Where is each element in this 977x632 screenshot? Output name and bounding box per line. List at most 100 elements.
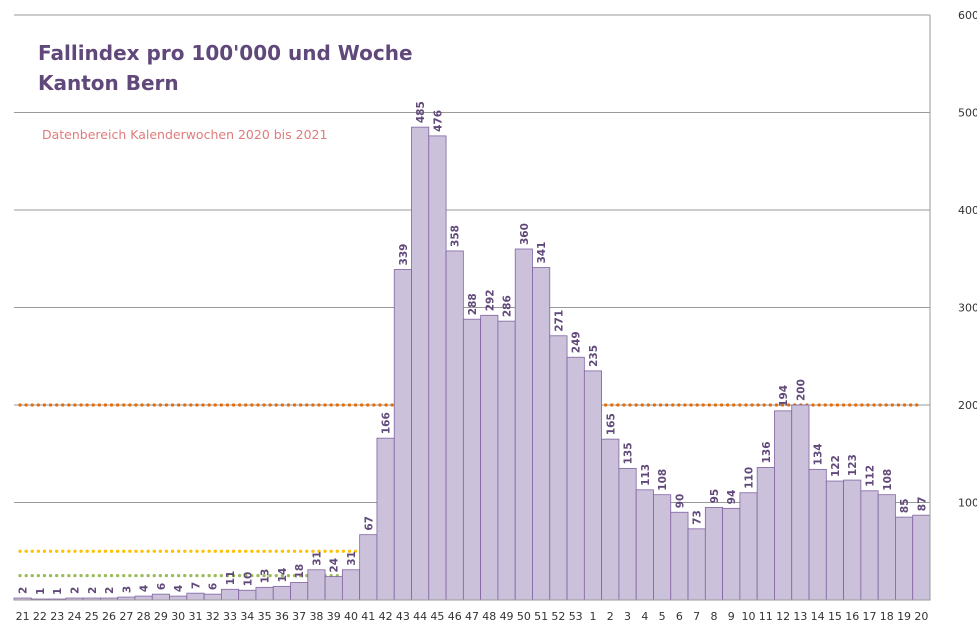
data-label: 1 <box>52 588 64 595</box>
chart-title-line2: Kanton Bern <box>38 71 179 95</box>
data-label: 90 <box>674 494 686 509</box>
x-tick-label: 14 <box>811 610 825 623</box>
x-tick-label: 51 <box>534 610 548 623</box>
bar-week-10 <box>739 492 758 601</box>
x-tick-label: 5 <box>659 610 666 623</box>
x-tick-label: 19 <box>897 610 911 623</box>
data-label: 2 <box>69 587 81 594</box>
data-label: 235 <box>588 345 600 367</box>
data-label: 2 <box>18 587 30 594</box>
data-label: 13 <box>260 569 272 584</box>
bar-week-49 <box>497 320 516 601</box>
bar-week-28 <box>134 595 153 601</box>
x-tick-label: 18 <box>880 610 894 623</box>
x-tick-label: 6 <box>676 610 683 623</box>
bar-week-32 <box>203 593 222 601</box>
x-tick-label: 11 <box>759 610 773 623</box>
data-label: 10 <box>242 572 254 587</box>
data-label: 110 <box>744 467 756 489</box>
bar-week-42 <box>376 437 395 601</box>
bar-week-11 <box>756 466 775 601</box>
bar-week-30 <box>169 595 188 601</box>
bar-week-12 <box>774 410 793 601</box>
x-tick-label: 53 <box>569 610 583 623</box>
x-tick-label: 3 <box>624 610 631 623</box>
x-tick-label: 10 <box>742 610 756 623</box>
data-label: 136 <box>761 441 773 463</box>
bar-week-46 <box>445 250 464 601</box>
data-label: 360 <box>519 223 531 245</box>
data-label: 485 <box>415 101 427 123</box>
y-axis: 100 200 300 400 500 600 <box>929 9 977 600</box>
data-label: 6 <box>156 583 168 590</box>
data-label: 95 <box>709 489 721 504</box>
x-tick-label: 8 <box>710 610 717 623</box>
x-tick-label: 47 <box>465 610 479 623</box>
data-label: 2 <box>104 587 116 594</box>
bar-week-44 <box>411 126 430 601</box>
data-label: 288 <box>467 293 479 315</box>
x-tick-label: 39 <box>327 610 341 623</box>
x-tick-label: 4 <box>641 610 648 623</box>
data-label: 123 <box>847 454 859 476</box>
bar-week-39 <box>324 576 343 601</box>
x-tick-label: 2 <box>607 610 614 623</box>
bar-week-9 <box>722 507 741 601</box>
y-tick-label: 200 <box>958 399 977 412</box>
x-tick-label: 35 <box>258 610 272 623</box>
x-tick-label: 37 <box>292 610 306 623</box>
bar-week-14 <box>808 468 827 601</box>
bar-week-2 <box>601 438 620 601</box>
data-label: 286 <box>502 295 514 317</box>
x-tick-label: 25 <box>85 610 99 623</box>
x-tick-label: 13 <box>793 610 807 623</box>
x-tick-label: 41 <box>361 610 375 623</box>
data-label: 292 <box>484 289 496 311</box>
bar-week-50 <box>514 248 533 601</box>
x-axis: 21 22 23 24 25 26 27 28 29 30 31 32 33 34 35 36 37 38 39 40… <box>14 599 930 623</box>
x-tick-label: 17 <box>863 610 877 623</box>
x-tick-label: 49 <box>500 610 514 623</box>
bar-week-43 <box>393 269 412 601</box>
chart-subtitle: Datenbereich Kalenderwochen 2020 bis 202… <box>42 127 328 142</box>
bar-week-38 <box>307 569 326 601</box>
x-tick-label: 28 <box>137 610 151 623</box>
bar-week-31 <box>186 592 205 601</box>
bar-week-3 <box>618 467 637 601</box>
x-tick-label: 16 <box>845 610 859 623</box>
data-label: 194 <box>778 385 790 407</box>
x-tick-label: 40 <box>344 610 358 623</box>
data-label: 108 <box>657 469 669 491</box>
x-tick-label: 43 <box>396 610 410 623</box>
y-tick-label: 100 <box>958 497 977 510</box>
bar-week-34 <box>238 589 257 601</box>
data-label: 134 <box>813 443 825 465</box>
x-tick-label: 24 <box>67 610 81 623</box>
x-tick-label: 50 <box>517 610 531 623</box>
data-label: 476 <box>432 110 444 132</box>
data-label: 31 <box>311 551 323 566</box>
data-label: 87 <box>916 497 928 512</box>
data-label: 18 <box>294 564 306 579</box>
data-label: 24 <box>329 558 341 573</box>
data-label: 4 <box>173 585 185 592</box>
bar-week-8 <box>704 506 724 601</box>
x-tick-label: 33 <box>223 610 237 623</box>
x-tick-label: 26 <box>102 610 116 623</box>
x-tick-label: 20 <box>914 610 928 623</box>
data-label: 108 <box>882 469 894 491</box>
bar-week-18 <box>877 494 896 601</box>
x-tick-label: 7 <box>693 610 700 623</box>
bar-week-37 <box>290 582 309 601</box>
bar-week-15 <box>825 480 844 601</box>
data-label: 14 <box>277 568 289 583</box>
data-label: 67 <box>363 516 375 531</box>
data-label: 165 <box>605 413 617 435</box>
x-tick-label: 48 <box>482 610 496 623</box>
bar-week-4 <box>635 489 654 601</box>
bar-week-36 <box>272 585 291 601</box>
x-tick-label: 23 <box>50 610 64 623</box>
bar-week-51 <box>532 267 551 601</box>
bar-week-45 <box>428 135 447 601</box>
